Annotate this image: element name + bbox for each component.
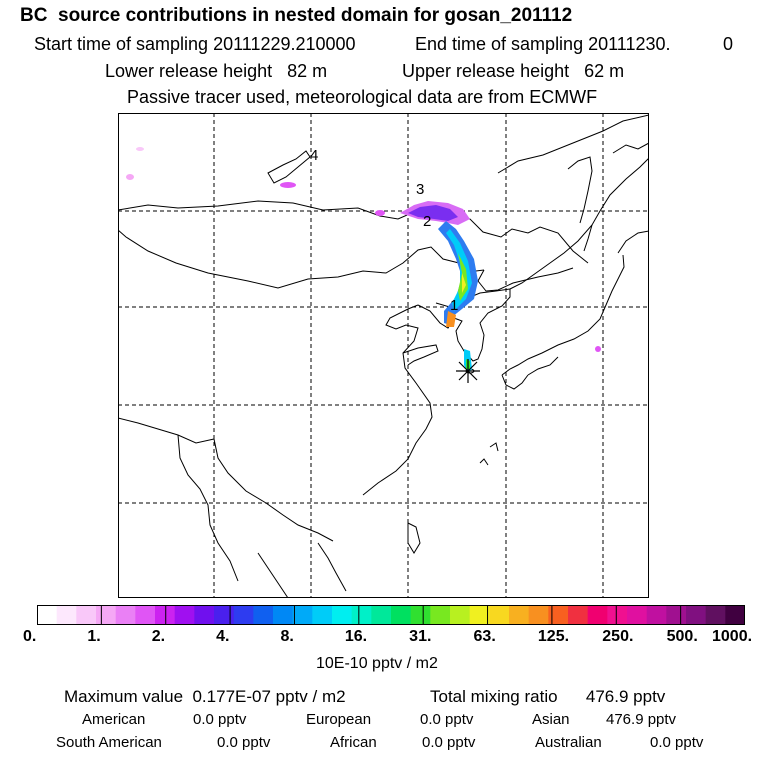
colorbar-swatch	[489, 605, 510, 625]
asian-label: Asian	[532, 711, 570, 728]
end-hour: 0	[723, 34, 734, 54]
colorbar-tick-label: 0.	[23, 628, 37, 645]
end-time: End time of sampling 20111230.	[415, 34, 671, 54]
coastlines-and-borders	[118, 114, 649, 598]
trajectory-label-4: 4	[310, 147, 318, 164]
colorbar-tick-label: 8.	[280, 628, 294, 645]
colorbar-swatch	[115, 605, 136, 625]
american-value: 0.0 pptv	[193, 711, 247, 728]
receptor-marker-star-icon	[456, 359, 480, 383]
colorbar-swatch	[568, 605, 589, 625]
african-label: African	[330, 734, 377, 751]
south-american-label: South American	[56, 734, 162, 751]
tracer-note: Passive tracer used, meteorological data…	[127, 87, 598, 107]
map-panel: 1 2 3 4	[118, 113, 649, 598]
colorbar-swatch	[155, 605, 176, 625]
colorbar-swatch	[37, 605, 58, 625]
african-value: 0.0 pptv	[422, 734, 476, 751]
colorbar-swatch	[194, 605, 215, 625]
colorbar-frame	[37, 605, 745, 625]
maximum-value: Maximum value 0.177E-07 pptv / m2	[64, 687, 346, 706]
colorbar-tick-label: 2.	[151, 628, 166, 645]
colorbar-units: 10E-10 pptv / m2	[316, 655, 438, 672]
graticule	[118, 113, 649, 598]
colorbar-swatch	[214, 605, 235, 625]
colorbar-tick-label: 1000.	[712, 628, 753, 645]
colorbar-swatch	[312, 605, 333, 625]
colorbar-swatch	[391, 605, 412, 625]
map-frame	[118, 113, 649, 598]
colorbar-swatch	[705, 605, 726, 625]
colorbar-tick-label: 250.	[602, 628, 634, 645]
colorbar-swatch	[174, 605, 195, 625]
colorbar-swatch	[725, 605, 745, 625]
trajectory-label-2: 2	[423, 213, 431, 230]
colorbar-tick-label: 31.	[409, 628, 432, 645]
colorbar-tick-label: 63.	[473, 628, 496, 645]
colorbar-swatch	[332, 605, 353, 625]
european-value: 0.0 pptv	[420, 711, 474, 728]
colorbar-swatch	[686, 605, 707, 625]
colorbar-swatch	[56, 605, 77, 625]
start-time: Start time of sampling 20111229.210000	[34, 34, 356, 54]
lower-release-height: Lower release height 82 m	[105, 61, 328, 81]
colorbar-swatch	[607, 605, 628, 625]
south-american-value: 0.0 pptv	[217, 734, 271, 751]
colorbar	[37, 605, 745, 625]
colorbar-swatch	[292, 605, 313, 625]
colorbar-swatch	[646, 605, 667, 625]
colorbar-tick-label: 1.	[87, 628, 101, 645]
asian-value: 476.9 pptv	[606, 711, 677, 728]
colorbar-tick-label: 125.	[537, 628, 570, 645]
trajectory-label-3: 3	[416, 181, 424, 198]
colorbar-swatch	[587, 605, 608, 625]
colorbar-swatch	[351, 605, 372, 625]
colorbar-swatch	[627, 605, 648, 625]
chart-title: BC source contributions in nested domain…	[20, 5, 573, 26]
colorbar-swatch	[76, 605, 97, 625]
trajectory-labels: 1 2 3 4	[310, 147, 458, 314]
total-mixing-ratio: Total mixing ratio 476.9 pptv	[430, 687, 666, 706]
australian-label: Australian	[535, 734, 602, 751]
colorbar-tick-label: 4.	[216, 628, 230, 645]
colorbar-swatch	[253, 605, 274, 625]
trajectory-label-1: 1	[450, 297, 458, 314]
colorbar-swatch	[96, 605, 117, 625]
colorbar-swatch	[410, 605, 431, 625]
colorbar-swatch	[450, 605, 471, 625]
colorbar-swatch	[135, 605, 156, 625]
american-label: American	[82, 711, 146, 728]
upper-release-height: Upper release height 62 m	[402, 61, 625, 81]
colorbar-swatch	[666, 605, 687, 625]
colorbar-swatch	[548, 605, 569, 625]
colorbar-swatch	[371, 605, 392, 625]
colorbar-swatch	[273, 605, 294, 625]
plume-footprint	[126, 147, 601, 373]
australian-value: 0.0 pptv	[650, 734, 704, 751]
colorbar-swatch	[509, 605, 530, 625]
colorbar-swatch	[430, 605, 451, 625]
colorbar-swatch	[469, 605, 490, 625]
european-label: European	[306, 711, 372, 728]
colorbar-tick-label: 16.	[344, 628, 368, 645]
colorbar-swatch	[528, 605, 549, 625]
colorbar-swatch	[233, 605, 254, 625]
colorbar-tick-label: 500.	[666, 628, 698, 645]
